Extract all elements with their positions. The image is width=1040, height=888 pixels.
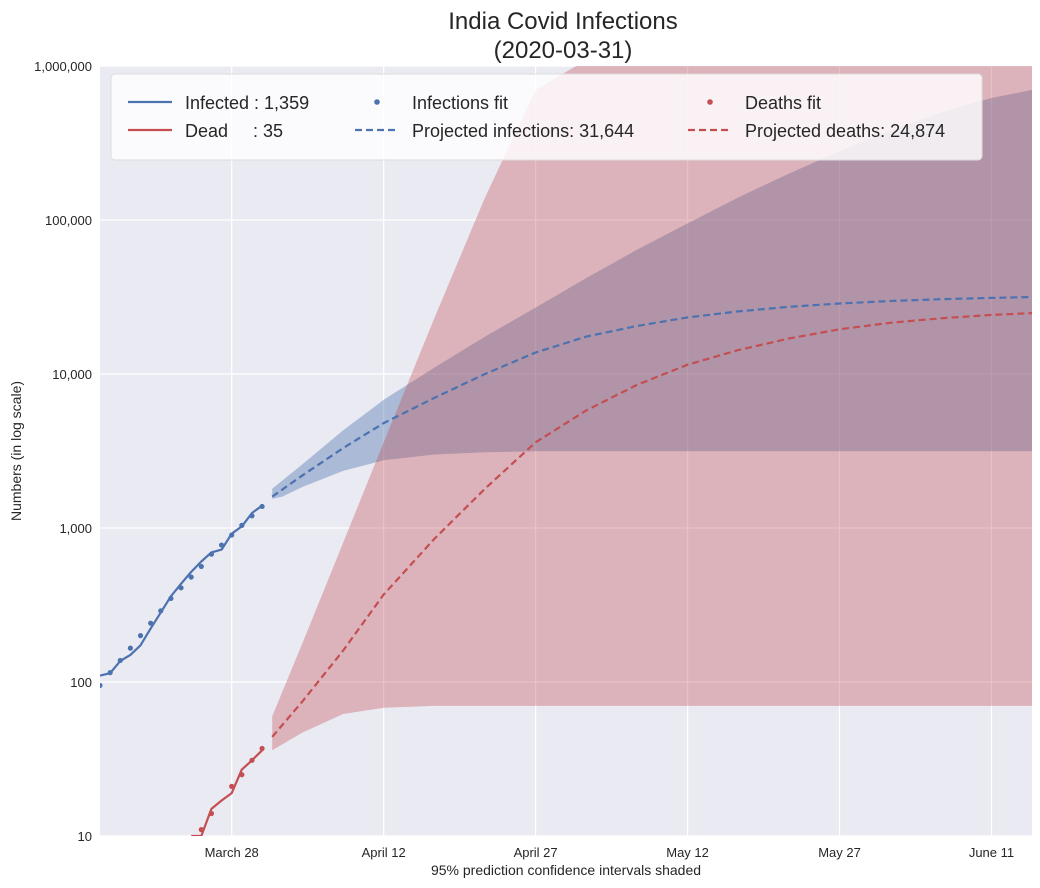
legend-infections-dot-swatch (374, 99, 380, 105)
infections-fit-point (198, 563, 204, 570)
deaths-fit-point (239, 772, 245, 778)
infections-fit-point (259, 503, 265, 510)
deaths-projection-line (271, 312, 1032, 738)
y-tick-label: 100 (70, 675, 92, 690)
chart-subtitle: (2020-03-31) (494, 37, 633, 64)
infections-confidence-band (272, 89, 1032, 499)
infections-fit-point (158, 608, 164, 614)
infections-fit-point (117, 657, 123, 664)
y-tick-label: 10,000 (52, 367, 92, 382)
legend-label: Projected deaths: 24,874 (745, 121, 945, 141)
infections-fit-point (148, 620, 154, 626)
infections-fit-point (218, 542, 225, 548)
infections-fit-point (249, 513, 255, 519)
legend: Infected : 1,359 Dead : 35 Infections fit P… (110, 73, 983, 161)
infections-fit-point (127, 645, 133, 651)
deaths-confidence-band (272, 66, 1032, 751)
deaths-fit-point (259, 745, 265, 752)
y-axis-label: Numbers (in log scale) (8, 381, 24, 521)
x-tick-label: April 12 (362, 845, 406, 860)
infections-observed-line (100, 504, 263, 677)
infections-fit-point (208, 551, 215, 557)
y-tick-label: 1,000 (59, 521, 92, 536)
x-tick-labels: March 28 April 12 April 27 May 12 May 27 June… (205, 845, 1015, 860)
infections-fit-point (107, 670, 113, 676)
infections-fit-point (239, 522, 245, 528)
legend-label: Projected infections: 31,644 (412, 121, 634, 141)
plot-area (100, 66, 1032, 836)
y-tick-label: 100,000 (45, 213, 92, 228)
legend-label: Deaths fit (745, 93, 821, 113)
deaths-fit-point (249, 757, 255, 763)
x-tick-label: May 12 (666, 845, 709, 860)
infections-fit-point (188, 574, 194, 580)
x-tick-label: May 27 (818, 845, 861, 860)
infections-fit-point (137, 633, 144, 639)
legend-box (110, 73, 983, 161)
grid-lines (100, 65, 1032, 837)
legend-label: Dead : 35 (185, 121, 283, 141)
deaths-fit-point (198, 827, 204, 833)
legend-label: Infected : 1,359 (185, 93, 309, 113)
x-tick-label: June 11 (969, 845, 1014, 860)
infections-fit-point (168, 595, 174, 602)
infections-fit-point (178, 585, 184, 591)
deaths-fit-point (229, 783, 235, 789)
y-tick-label: 10 (78, 829, 92, 844)
deaths-fit-point (208, 810, 215, 817)
infections-projection-line (271, 295, 1032, 498)
infections-fit-point (100, 682, 103, 689)
legend-deaths-dot-swatch (707, 99, 713, 105)
y-tick-label: 1,000,000 (34, 59, 92, 74)
x-tick-label: April 27 (514, 845, 558, 860)
chart-title: India Covid Infections (448, 8, 677, 35)
infections-fit-point (229, 532, 235, 538)
y-tick-labels: 10 100 1,000 10,000 100,000 1,000,000 (34, 59, 92, 844)
x-axis-label: 95% prediction confidence intervals shad… (431, 862, 701, 878)
x-tick-label: March 28 (205, 845, 259, 860)
legend-label: Infections fit (412, 93, 508, 113)
plot-layer (100, 66, 1032, 836)
